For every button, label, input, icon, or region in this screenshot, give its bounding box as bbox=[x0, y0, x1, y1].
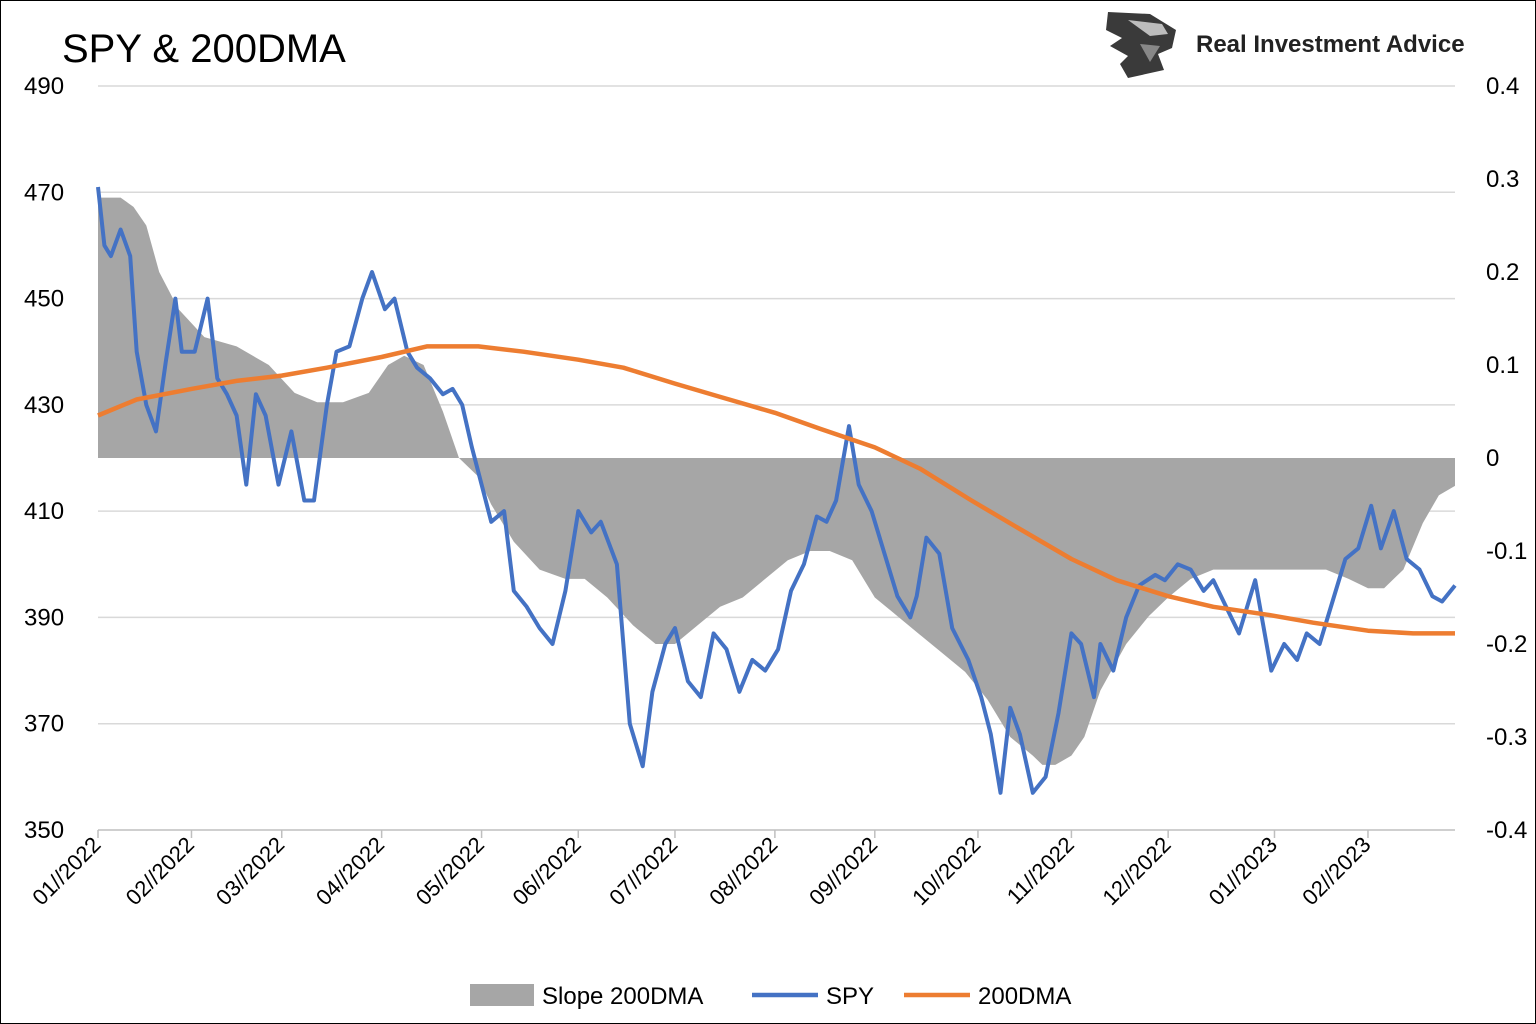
x-tick-label: 05//2022 bbox=[411, 832, 489, 910]
brand-name: Real Investment Advice bbox=[1196, 31, 1465, 58]
x-tick-label: 02//2022 bbox=[121, 832, 199, 910]
x-tick-label: 02//2023 bbox=[1297, 832, 1375, 910]
legend-label-200dma: 200DMA bbox=[978, 983, 1071, 1010]
legend: Slope 200DMA SPY 200DMA bbox=[470, 983, 1071, 1010]
y-right-tick-label: 0 bbox=[1486, 445, 1499, 472]
slope-200dma-area bbox=[98, 197, 1455, 765]
y-right-tick-label: -0.2 bbox=[1486, 631, 1527, 658]
spy-line bbox=[96, 186, 1457, 795]
eagle-head-icon bbox=[1106, 12, 1176, 78]
legend-label-spy: SPY bbox=[826, 983, 874, 1010]
y-left-tick-label: 430 bbox=[24, 392, 64, 419]
y-left-tick-label: 410 bbox=[24, 498, 64, 525]
y-right-tick-label: -0.3 bbox=[1486, 724, 1527, 751]
legend-swatch-slope bbox=[470, 984, 534, 1006]
y-left-tick-label: 350 bbox=[24, 817, 64, 844]
x-tick-label: 01//2023 bbox=[1204, 832, 1282, 910]
200dma-line bbox=[97, 344, 1455, 636]
x-tick-label: 09//2022 bbox=[804, 832, 882, 910]
x-tick-label: 03//2022 bbox=[211, 832, 289, 910]
y-right-tick-label: -0.1 bbox=[1486, 538, 1527, 565]
chart-title: SPY & 200DMA bbox=[62, 27, 346, 71]
y-left-tick-label: 490 bbox=[24, 73, 64, 100]
y-left-tick-label: 470 bbox=[24, 179, 64, 206]
y-left-tick-label: 390 bbox=[24, 604, 64, 631]
x-tick-label: 10//2022 bbox=[907, 832, 985, 910]
x-tick-label: 06//2022 bbox=[508, 832, 586, 910]
y-left-tick-label: 370 bbox=[24, 711, 64, 738]
y-right-tick-label: 0.2 bbox=[1486, 259, 1519, 286]
y-right-tick-label: 0.3 bbox=[1486, 166, 1519, 193]
y-right-tick-label: 0.4 bbox=[1486, 73, 1519, 100]
slope-area-layer bbox=[98, 197, 1455, 765]
y-left-tick-label: 450 bbox=[24, 286, 64, 313]
x-tick-label: 04//2022 bbox=[311, 832, 389, 910]
x-tick-label: 11//2022 bbox=[1002, 832, 1079, 909]
x-tick-label: 07//2022 bbox=[604, 832, 682, 910]
x-tick-label: 12//2022 bbox=[1097, 832, 1175, 910]
y-right-tick-label: -0.4 bbox=[1486, 817, 1527, 844]
series-lines-layer bbox=[96, 186, 1457, 795]
legend-label-slope: Slope 200DMA bbox=[542, 983, 703, 1010]
x-tick-label: 08//2022 bbox=[704, 832, 782, 910]
y-right-tick-label: 0.1 bbox=[1486, 352, 1519, 379]
gridlines bbox=[98, 85, 1455, 725]
